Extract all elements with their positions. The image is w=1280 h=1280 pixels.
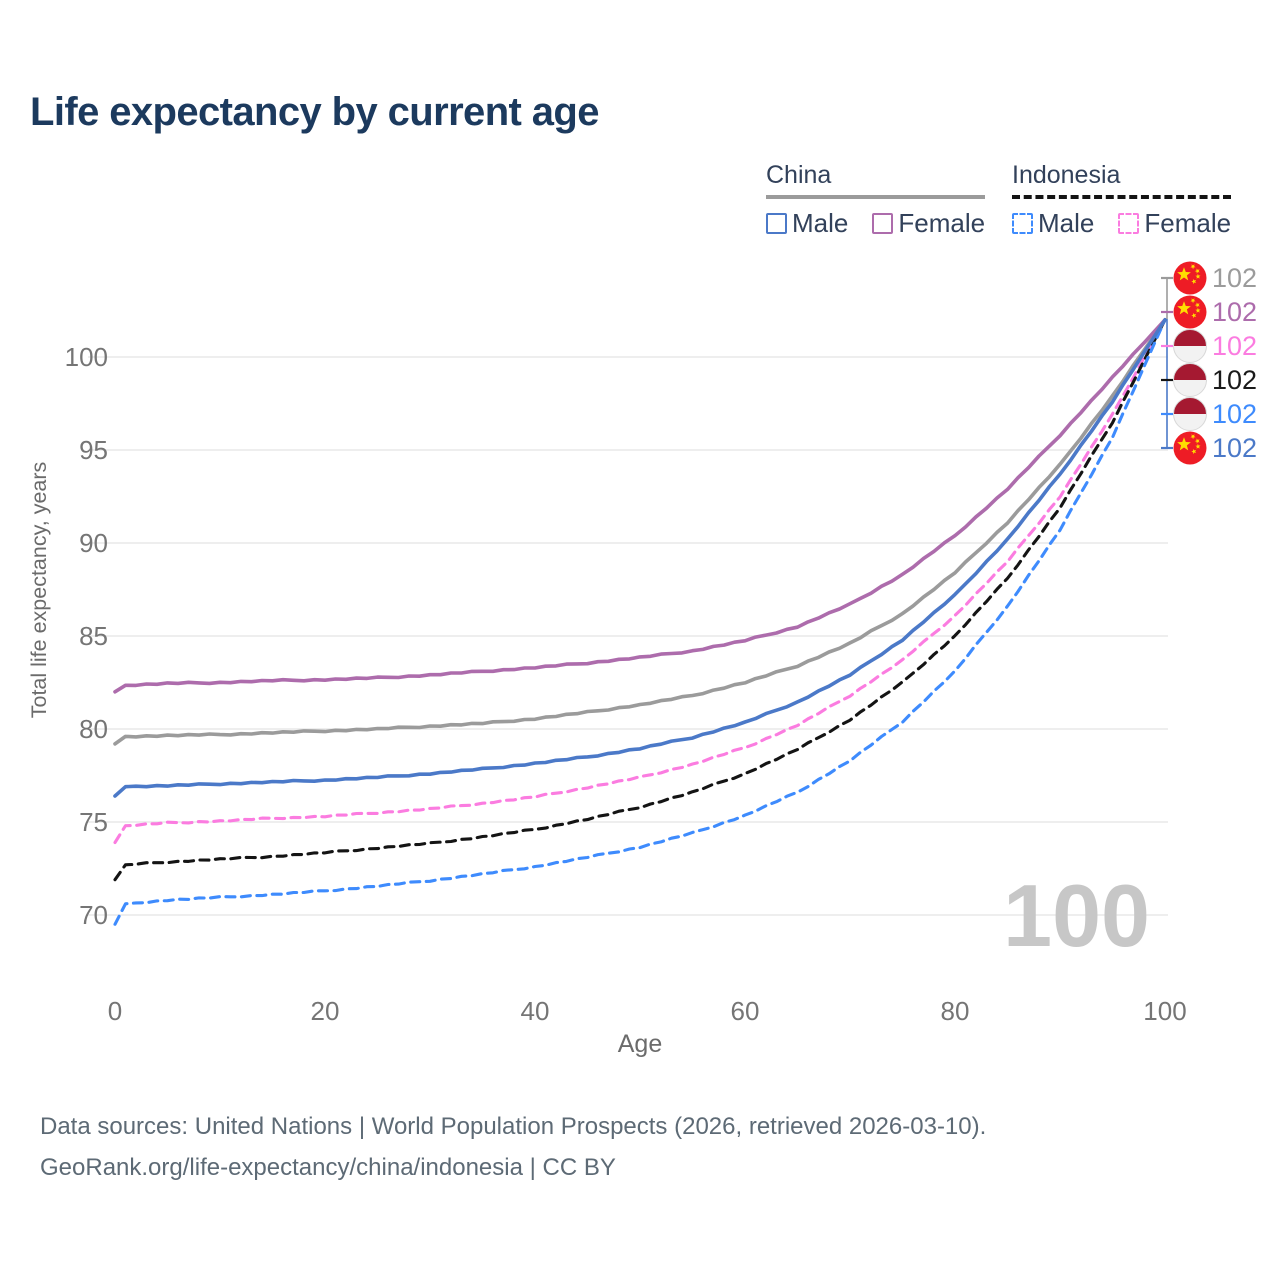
page-title: Life expectancy by current age — [30, 90, 600, 134]
china-flag-icon — [1173, 295, 1207, 329]
footer-credits: Data sources: United Nations | World Pop… — [40, 1106, 986, 1188]
china-female-swatch-icon — [872, 213, 894, 234]
legend-group-indonesia: Indonesia Male Female — [1012, 161, 1232, 239]
china-line-swatch — [766, 195, 986, 199]
indonesia-flag-icon — [1173, 363, 1207, 397]
y-tick-75: 75 — [79, 807, 108, 837]
series-china-female-line[interactable] — [113, 318, 1167, 694]
x-tick-60: 60 — [731, 996, 760, 1026]
end-label-indonesia-male: 102 — [1212, 399, 1257, 429]
end-label-china-male: 102 — [1212, 433, 1257, 463]
series-china-both-line[interactable] — [113, 318, 1167, 746]
indonesia-flag-icon — [1173, 397, 1207, 431]
legend-country-label: Indonesia — [1012, 161, 1121, 189]
y-tick-70: 70 — [79, 900, 108, 930]
x-tick-80: 80 — [941, 996, 970, 1026]
indonesia-flag-icon — [1173, 329, 1207, 363]
y-tick-80: 80 — [79, 714, 108, 744]
china-flag-icon — [1173, 261, 1207, 295]
end-label-indonesia-both: 102 — [1212, 365, 1257, 395]
data-sources-line: Data sources: United Nations | World Pop… — [40, 1113, 987, 1140]
legend-item-china-male[interactable]: Male — [766, 208, 848, 239]
legend-item-label: Female — [898, 208, 986, 238]
y-tick-85: 85 — [79, 621, 108, 651]
legend-item-label: Male — [792, 208, 849, 238]
end-label-china-female: 102 — [1212, 297, 1257, 327]
series-china-male-line[interactable] — [113, 318, 1167, 798]
legend-group-china: China Male Female — [766, 161, 986, 239]
x-tick-100: 100 — [1143, 996, 1186, 1026]
legend-country-indonesia[interactable]: Indonesia — [1012, 161, 1232, 199]
indonesia-male-swatch-icon — [1012, 213, 1033, 234]
x-tick-40: 40 — [521, 996, 550, 1026]
legend-item-label: Male — [1038, 208, 1095, 238]
legend-item-china-female[interactable]: Female — [872, 208, 985, 239]
x-tick-0: 0 — [108, 996, 122, 1026]
legend: China Male Female Indonesia Male — [0, 161, 1280, 241]
legend-item-indonesia-female[interactable]: Female — [1118, 208, 1231, 239]
end-label-china-both: 102 — [1212, 263, 1257, 293]
china-male-swatch-icon — [766, 213, 787, 234]
end-label-indonesia-female: 102 — [1212, 331, 1257, 361]
x-axis-title: Age — [618, 1030, 662, 1058]
x-tick-20: 20 — [311, 996, 340, 1026]
legend-item-indonesia-male[interactable]: Male — [1012, 208, 1094, 239]
series-indonesia-female-line[interactable] — [113, 318, 1167, 845]
attribution-line: GeoRank.org/life-expectancy/china/indone… — [40, 1154, 616, 1181]
china-flag-icon — [1173, 431, 1207, 465]
series-indonesia-both-line[interactable] — [113, 318, 1167, 882]
indonesia-female-swatch-icon — [1118, 213, 1140, 234]
legend-country-china[interactable]: China — [766, 161, 986, 199]
legend-item-label: Female — [1144, 208, 1232, 238]
y-tick-100: 100 — [65, 342, 108, 372]
legend-country-label: China — [766, 161, 832, 189]
y-tick-90: 90 — [79, 528, 108, 558]
y-tick-95: 95 — [79, 435, 108, 465]
series-indonesia-male-line[interactable] — [113, 318, 1167, 926]
watermark-100: 100 — [1003, 866, 1150, 965]
indonesia-line-swatch — [1012, 195, 1232, 199]
y-axis-title: Total life expectancy, years — [27, 462, 51, 719]
